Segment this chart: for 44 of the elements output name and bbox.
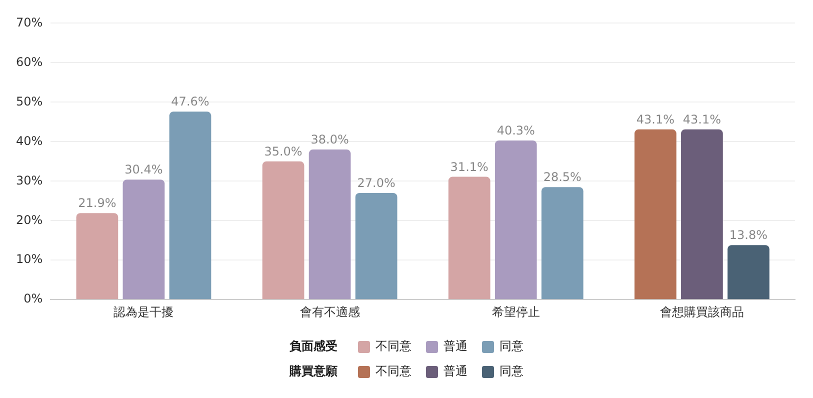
data-label: 38.0% [310,132,349,147]
bar [169,112,212,300]
legend-label: 不同意 [376,363,412,380]
y-tick-label: 70% [16,15,43,30]
y-tick-label: 20% [16,212,43,227]
bar [634,129,676,300]
y-tick-label: 40% [16,134,43,148]
bar [681,129,723,300]
bar [355,192,398,300]
data-label: 27.0% [357,176,396,190]
data-label: 35.0% [264,144,302,158]
bar [541,187,584,300]
bar [262,161,304,300]
data-label: 43.1% [636,112,674,126]
y-tick-label: 30% [16,173,43,188]
data-label: 31.1% [450,160,488,174]
x-tick-label: 會想購買該商品 [660,304,744,319]
y-tick-label: 50% [16,94,43,108]
y-tick-label: 10% [16,252,43,266]
bar [494,140,537,300]
bar [448,176,490,300]
legend-label: 同意 [500,363,524,380]
legend-label: 普通 [444,363,468,380]
x-tick-label: 會有不適感 [300,304,360,319]
x-tick-label: 希望停止 [492,304,540,319]
text: 購買意願 [290,364,338,378]
bar [122,180,165,300]
bar [308,150,351,300]
legend-label: 不同意 [376,338,412,355]
data-label: 13.8% [729,228,768,242]
legend-label: 普通 [444,338,468,355]
data-label: 47.6% [171,94,210,109]
data-label: 43.1% [682,112,722,126]
text: 負面感受 [290,339,338,353]
x-tick-label: 認為是干擾 [114,304,174,319]
data-label: 40.3% [496,123,535,138]
data-label: 28.5% [543,170,582,184]
y-tick-label: 0% [24,292,43,306]
y-tick-label: 60% [16,54,43,69]
bar [728,245,770,300]
data-label: 21.9% [78,196,116,210]
legend-label: 同意 [500,338,524,355]
data-label: 30.4% [124,162,163,177]
bar [76,213,118,300]
